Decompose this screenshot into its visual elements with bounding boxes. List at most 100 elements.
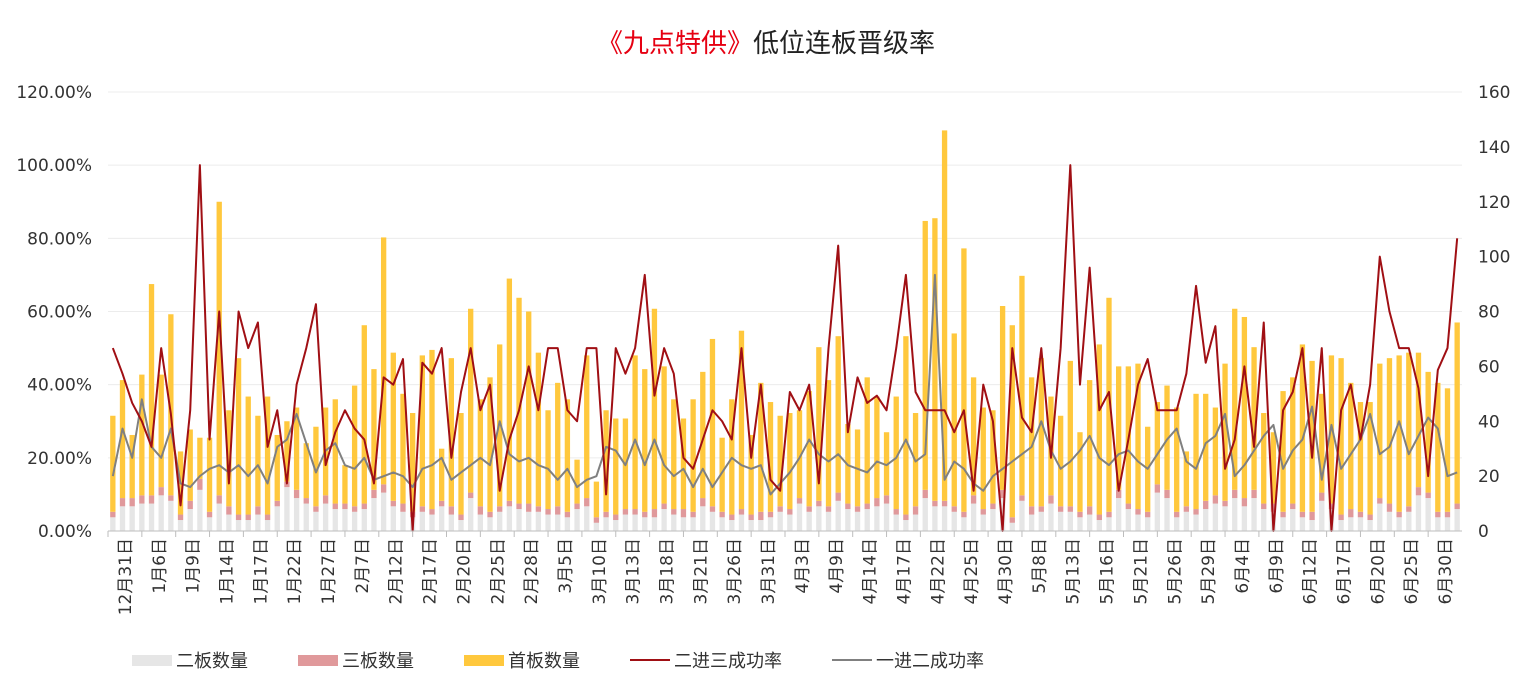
bar-second-board [351,511,358,531]
bar-third-board [216,495,222,504]
bar-first-board [709,338,716,507]
bar-first-board [700,371,706,499]
bar-second-board [787,514,793,531]
bar-first-board [980,407,986,510]
bar-first-board [719,437,725,512]
bar-second-board [1261,509,1267,531]
bar-second-board [990,509,996,531]
x-tick-label: 5月8日 [1030,538,1050,594]
x-tick-label: 2月20日 [454,538,474,604]
x-tick-label: 4月17日 [894,538,914,604]
bar-second-board [1067,511,1073,531]
bar-third-board [1454,503,1460,510]
bar-third-board [322,495,329,504]
bar-second-board [468,498,474,531]
x-tick-label: 12月31日 [116,538,136,615]
bar-first-board [1057,415,1064,507]
bar-second-board [1309,520,1315,531]
bar-first-board [303,443,309,499]
bar-second-board [274,506,280,531]
legend-swatch [132,655,172,666]
bar-second-board [303,503,309,531]
bar-third-board [864,503,870,510]
bar-second-board [613,520,619,531]
bar-third-board [255,506,261,515]
bar-third-board [951,506,957,512]
bar-first-board [593,481,600,518]
bar-first-board [1377,363,1383,499]
bar-third-board [1183,506,1190,512]
bar-second-board [1454,509,1460,531]
legend-label: 一进二成功率 [876,651,984,672]
x-tick-label: 3月5日 [556,538,576,594]
bar-third-board [1009,517,1015,523]
bar-third-board [1048,495,1054,504]
bar-second-board [584,506,590,531]
bar-third-board [1299,511,1306,518]
bar-third-board [1396,511,1402,518]
bar-first-board [1067,360,1073,507]
bar-series [110,130,1460,531]
right-tick-label: 60 [1478,357,1500,377]
legend: 二板数量 三板数量 首板数量 二进三成功率 一进二成功率 [132,651,984,672]
bar-third-board [497,506,503,512]
bar-first-board [1154,402,1161,485]
bar-second-board [1028,514,1035,531]
bar-first-board [1164,385,1170,490]
x-tick-label: 2月7日 [353,538,373,594]
bar-second-board [361,509,367,531]
bar-third-board [110,511,116,518]
bar-third-board [1232,489,1238,499]
x-tick-label: 2月17日 [421,538,441,604]
bar-third-board [235,514,242,521]
bar-second-board [671,514,677,531]
bar-second-board [961,517,967,531]
bar-second-board [1406,511,1412,531]
bar-second-board [139,503,145,531]
bar-second-board [1444,517,1451,531]
bar-third-board [719,511,725,518]
right-axis: 0 20 40 60 80 100 120 140 160 [1478,83,1510,542]
bar-first-board [1019,275,1025,496]
bar-second-board [729,520,735,531]
bar-third-board [1338,514,1344,521]
bar-first-board [535,352,542,507]
bar-third-board [303,498,309,504]
bar-first-board [671,399,677,510]
bar-third-board [1280,511,1286,518]
line-series [111,164,1459,532]
bar-third-board [574,503,580,510]
bar-first-board [1319,393,1325,493]
bar-second-board [603,517,609,531]
bar-first-board [1106,297,1112,512]
bar-first-board [1454,322,1460,504]
right-tick-label: 40 [1478,412,1500,432]
bar-third-board [622,509,629,515]
bar-second-board [1290,509,1296,531]
bar-third-board [1367,514,1373,521]
bar-first-board [1367,402,1373,515]
bar-first-board [245,396,251,515]
bar-second-board [690,517,696,531]
bar-first-board [748,434,754,515]
bar-third-board [351,506,358,512]
right-tick-label: 20 [1478,467,1500,487]
left-tick-label: 120.00% [16,83,92,103]
bar-first-board [168,314,174,496]
x-tick-label: 1月27日 [319,538,339,604]
bar-second-board [1232,498,1238,531]
bar-third-board [1270,503,1277,512]
bar-second-board [1019,500,1025,531]
left-tick-label: 20.00% [27,449,92,469]
x-tick-label: 4月22日 [928,538,948,604]
bar-first-board [468,308,474,493]
bar-second-board [129,506,135,531]
bar-first-board [1241,316,1248,499]
bar-first-board [1028,377,1035,507]
bar-first-board [738,330,745,510]
bar-third-board [1386,503,1393,512]
bar-first-board [255,415,261,507]
bar-first-board [139,374,145,496]
bar-second-board [342,509,348,531]
gridlines [108,91,1462,459]
